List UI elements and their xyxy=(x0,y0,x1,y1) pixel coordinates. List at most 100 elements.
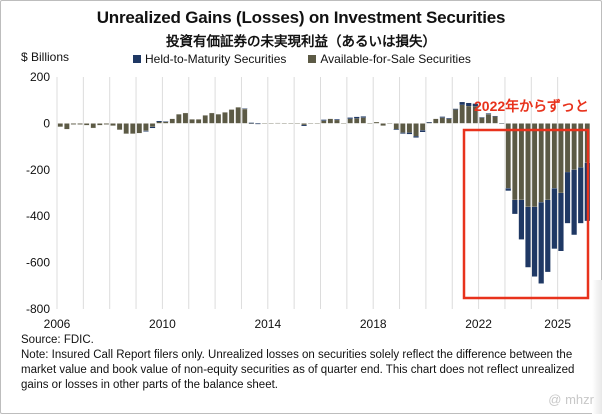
chart-subtitle: 投資有価証券の未実現利益（あるいは損失） xyxy=(166,34,436,49)
x-tick-2006: 2006 xyxy=(44,317,71,331)
bar-afs-28 xyxy=(241,108,248,124)
bar-afs-42 xyxy=(334,119,340,124)
bar-afs-2 xyxy=(70,123,77,125)
bars xyxy=(57,102,591,284)
y-tick--400: -400 xyxy=(26,209,50,223)
bar-afs-66 xyxy=(492,116,498,124)
x-tick-2010: 2010 xyxy=(149,317,176,331)
bar-afs-41 xyxy=(327,118,334,124)
bar-afs-53 xyxy=(406,123,413,133)
bar-afs-26 xyxy=(228,109,235,124)
bar-htm-53 xyxy=(406,132,413,135)
bar-afs-46 xyxy=(360,117,367,124)
legend-label-afs: Available-for-Sale Securities xyxy=(320,52,471,66)
bar-afs-32 xyxy=(268,123,274,125)
source-text: Source: FDIC. xyxy=(21,334,94,346)
bar-htm-15 xyxy=(156,121,162,123)
bar-afs-24 xyxy=(215,113,222,124)
bar-htm-52 xyxy=(400,132,406,134)
watermark: @ mhzr xyxy=(548,392,594,407)
gridlines xyxy=(56,77,559,309)
bar-afs-64 xyxy=(479,117,485,124)
bar-afs-39 xyxy=(314,123,320,125)
x-tick-2018: 2018 xyxy=(360,317,387,331)
bar-afs-55 xyxy=(419,123,426,131)
bar-afs-36 xyxy=(294,123,301,125)
bar-afs-19 xyxy=(182,112,189,124)
bar-afs-69 xyxy=(512,123,518,201)
bar-afs-47 xyxy=(367,123,373,125)
highlight-box xyxy=(462,128,590,300)
bar-htm-74 xyxy=(545,199,551,272)
bar-afs-44 xyxy=(347,118,353,124)
bar-afs-75 xyxy=(551,123,558,189)
bar-htm-63 xyxy=(472,103,478,107)
x-tick-2014: 2014 xyxy=(254,317,281,331)
bar-afs-3 xyxy=(77,123,83,125)
bar-afs-9 xyxy=(116,123,123,131)
bar-afs-29 xyxy=(248,123,255,125)
bar-afs-4 xyxy=(83,123,90,126)
bar-afs-6 xyxy=(97,123,103,126)
bar-htm-68 xyxy=(505,188,511,191)
bar-afs-18 xyxy=(176,113,182,124)
bar-afs-21 xyxy=(195,119,202,124)
legend-label-htm: Held-to-Maturity Securities xyxy=(145,52,287,66)
bar-afs-34 xyxy=(281,123,288,125)
bar-afs-12 xyxy=(136,123,143,134)
bar-afs-72 xyxy=(531,123,538,208)
bar-afs-62 xyxy=(465,105,472,124)
bar-afs-45 xyxy=(353,118,360,124)
bar-htm-72 xyxy=(532,206,538,277)
bar-htm-29 xyxy=(248,122,254,124)
bar-afs-43 xyxy=(340,123,347,125)
bar-htm-70 xyxy=(518,199,525,240)
bar-afs-7 xyxy=(103,123,110,125)
bar-afs-71 xyxy=(525,123,531,208)
y-tick--800: -800 xyxy=(26,302,50,316)
legend-item-htm: Held-to-Maturity Securities xyxy=(133,52,286,66)
bar-htm-46 xyxy=(360,116,366,118)
bar-htm-59 xyxy=(446,118,452,119)
bar-afs-61 xyxy=(459,104,465,124)
bar-htm-37 xyxy=(301,125,307,126)
legend: Held-to-Maturity Securities Available-fo… xyxy=(133,52,471,66)
legend-item-afs: Available-for-Sale Securities xyxy=(308,52,471,66)
bar-afs-27 xyxy=(235,107,241,124)
bar-htm-58 xyxy=(439,116,445,118)
bar-afs-38 xyxy=(307,123,314,125)
bar-htm-77 xyxy=(564,172,571,224)
bar-afs-59 xyxy=(446,118,452,124)
bar-htm-42 xyxy=(334,119,340,120)
bar-afs-54 xyxy=(413,123,419,137)
bar-htm-76 xyxy=(558,193,564,251)
y-tick-labels: 200 0 -200 -400 -600 -800 xyxy=(26,70,50,316)
x-tick-2025: 2025 xyxy=(544,317,571,331)
bar-afs-70 xyxy=(518,123,525,201)
bar-afs-10 xyxy=(123,123,129,134)
chart-title: Unrealized Gains (Losses) on Investment … xyxy=(96,8,506,27)
bar-afs-51 xyxy=(393,123,400,130)
bar-afs-23 xyxy=(209,112,215,124)
y-tick-0: 0 xyxy=(43,116,50,130)
bar-htm-13 xyxy=(143,130,149,132)
bar-afs-17 xyxy=(169,118,176,124)
bar-htm-75 xyxy=(551,188,557,249)
annotation-text: 2022年からずっと xyxy=(474,98,589,114)
bar-htm-51 xyxy=(393,129,399,130)
bar-htm-60 xyxy=(452,108,459,110)
bar-afs-20 xyxy=(189,119,195,124)
bar-afs-8 xyxy=(110,123,116,126)
bar-afs-48 xyxy=(373,121,380,124)
bar-afs-40 xyxy=(321,120,327,124)
bar-afs-60 xyxy=(452,109,459,124)
bar-afs-1 xyxy=(64,123,70,130)
bar-afs-11 xyxy=(130,123,136,134)
bar-htm-14 xyxy=(149,126,156,129)
bar-afs-76 xyxy=(558,123,564,194)
legend-swatch-htm xyxy=(133,55,141,63)
bar-htm-55 xyxy=(420,130,426,132)
bar-htm-61 xyxy=(459,102,465,105)
bar-afs-22 xyxy=(202,115,208,124)
